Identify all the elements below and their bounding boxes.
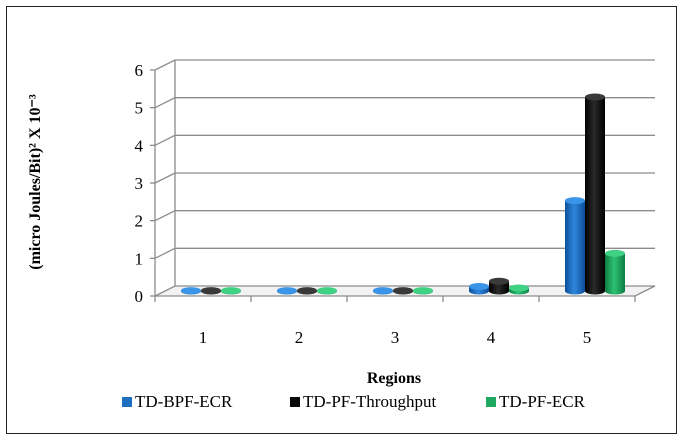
bar-TD-PF-ECR-2	[317, 287, 337, 295]
x-tick-label: 2	[295, 328, 304, 347]
bar-TD-PF-ECR-1	[221, 287, 241, 295]
gridline	[154, 97, 655, 109]
bar-TD-PF-Throughput-3	[393, 287, 413, 295]
legend-label: TD-PF-ECR	[499, 392, 586, 411]
legend: TD-BPF-ECR TD-PF-Throughput TD-PF-ECR	[122, 392, 586, 411]
gridline	[154, 134, 655, 146]
y-tick-label: 2	[135, 212, 144, 231]
y-tick-label: 0	[135, 287, 144, 306]
bar-TD-PF-ECR-3	[413, 287, 433, 295]
bar-TD-BPF-ECR-2	[277, 287, 297, 295]
bar-TD-BPF-ECR-5	[565, 197, 585, 295]
bar-TD-PF-ECR-5	[605, 249, 625, 295]
legend-swatch	[122, 397, 132, 407]
legend-label: TD-BPF-ECR	[135, 392, 233, 411]
bar-TD-PF-Throughput-4	[489, 277, 509, 295]
legend-swatch	[486, 397, 496, 407]
x-tick-label: 3	[391, 328, 400, 347]
bar-TD-PF-ECR-4	[509, 284, 529, 295]
gridline	[154, 59, 655, 71]
legend-label: TD-PF-Throughput	[303, 392, 436, 411]
legend-item-TD-PF-Throughput: TD-PF-Throughput	[290, 392, 436, 411]
tick-labels: 0 1 2 3 4 5 6 1 2 3 4 5	[135, 61, 592, 347]
bar-TD-BPF-ECR-3	[373, 287, 393, 295]
y-tick-label: 4	[135, 136, 144, 155]
y-tick-label: 5	[135, 99, 144, 118]
y-axis-title: (micro Joules/Bit)² X 10⁻³	[27, 94, 44, 270]
bar-TD-BPF-ECR-1	[181, 287, 201, 295]
legend-item-TD-PF-ECR: TD-PF-ECR	[486, 392, 586, 411]
bar-TD-PF-Throughput-1	[201, 287, 221, 295]
y-tick-label: 1	[135, 249, 144, 268]
bar-TD-PF-Throughput-5	[585, 93, 605, 295]
x-tick-label: 4	[487, 328, 496, 347]
bars	[181, 93, 625, 295]
x-tick-label: 1	[199, 328, 208, 347]
bar-TD-BPF-ECR-4	[469, 282, 489, 295]
legend-swatch	[290, 397, 300, 407]
y-tick-label: 6	[135, 61, 144, 80]
x-axis-title: Regions	[367, 370, 421, 387]
gridline	[154, 172, 655, 184]
legend-item-TD-BPF-ECR: TD-BPF-ECR	[122, 392, 233, 411]
x-tick-label: 5	[583, 328, 592, 347]
y-tick-label: 3	[135, 174, 144, 193]
bar-TD-PF-Throughput-2	[297, 287, 317, 295]
